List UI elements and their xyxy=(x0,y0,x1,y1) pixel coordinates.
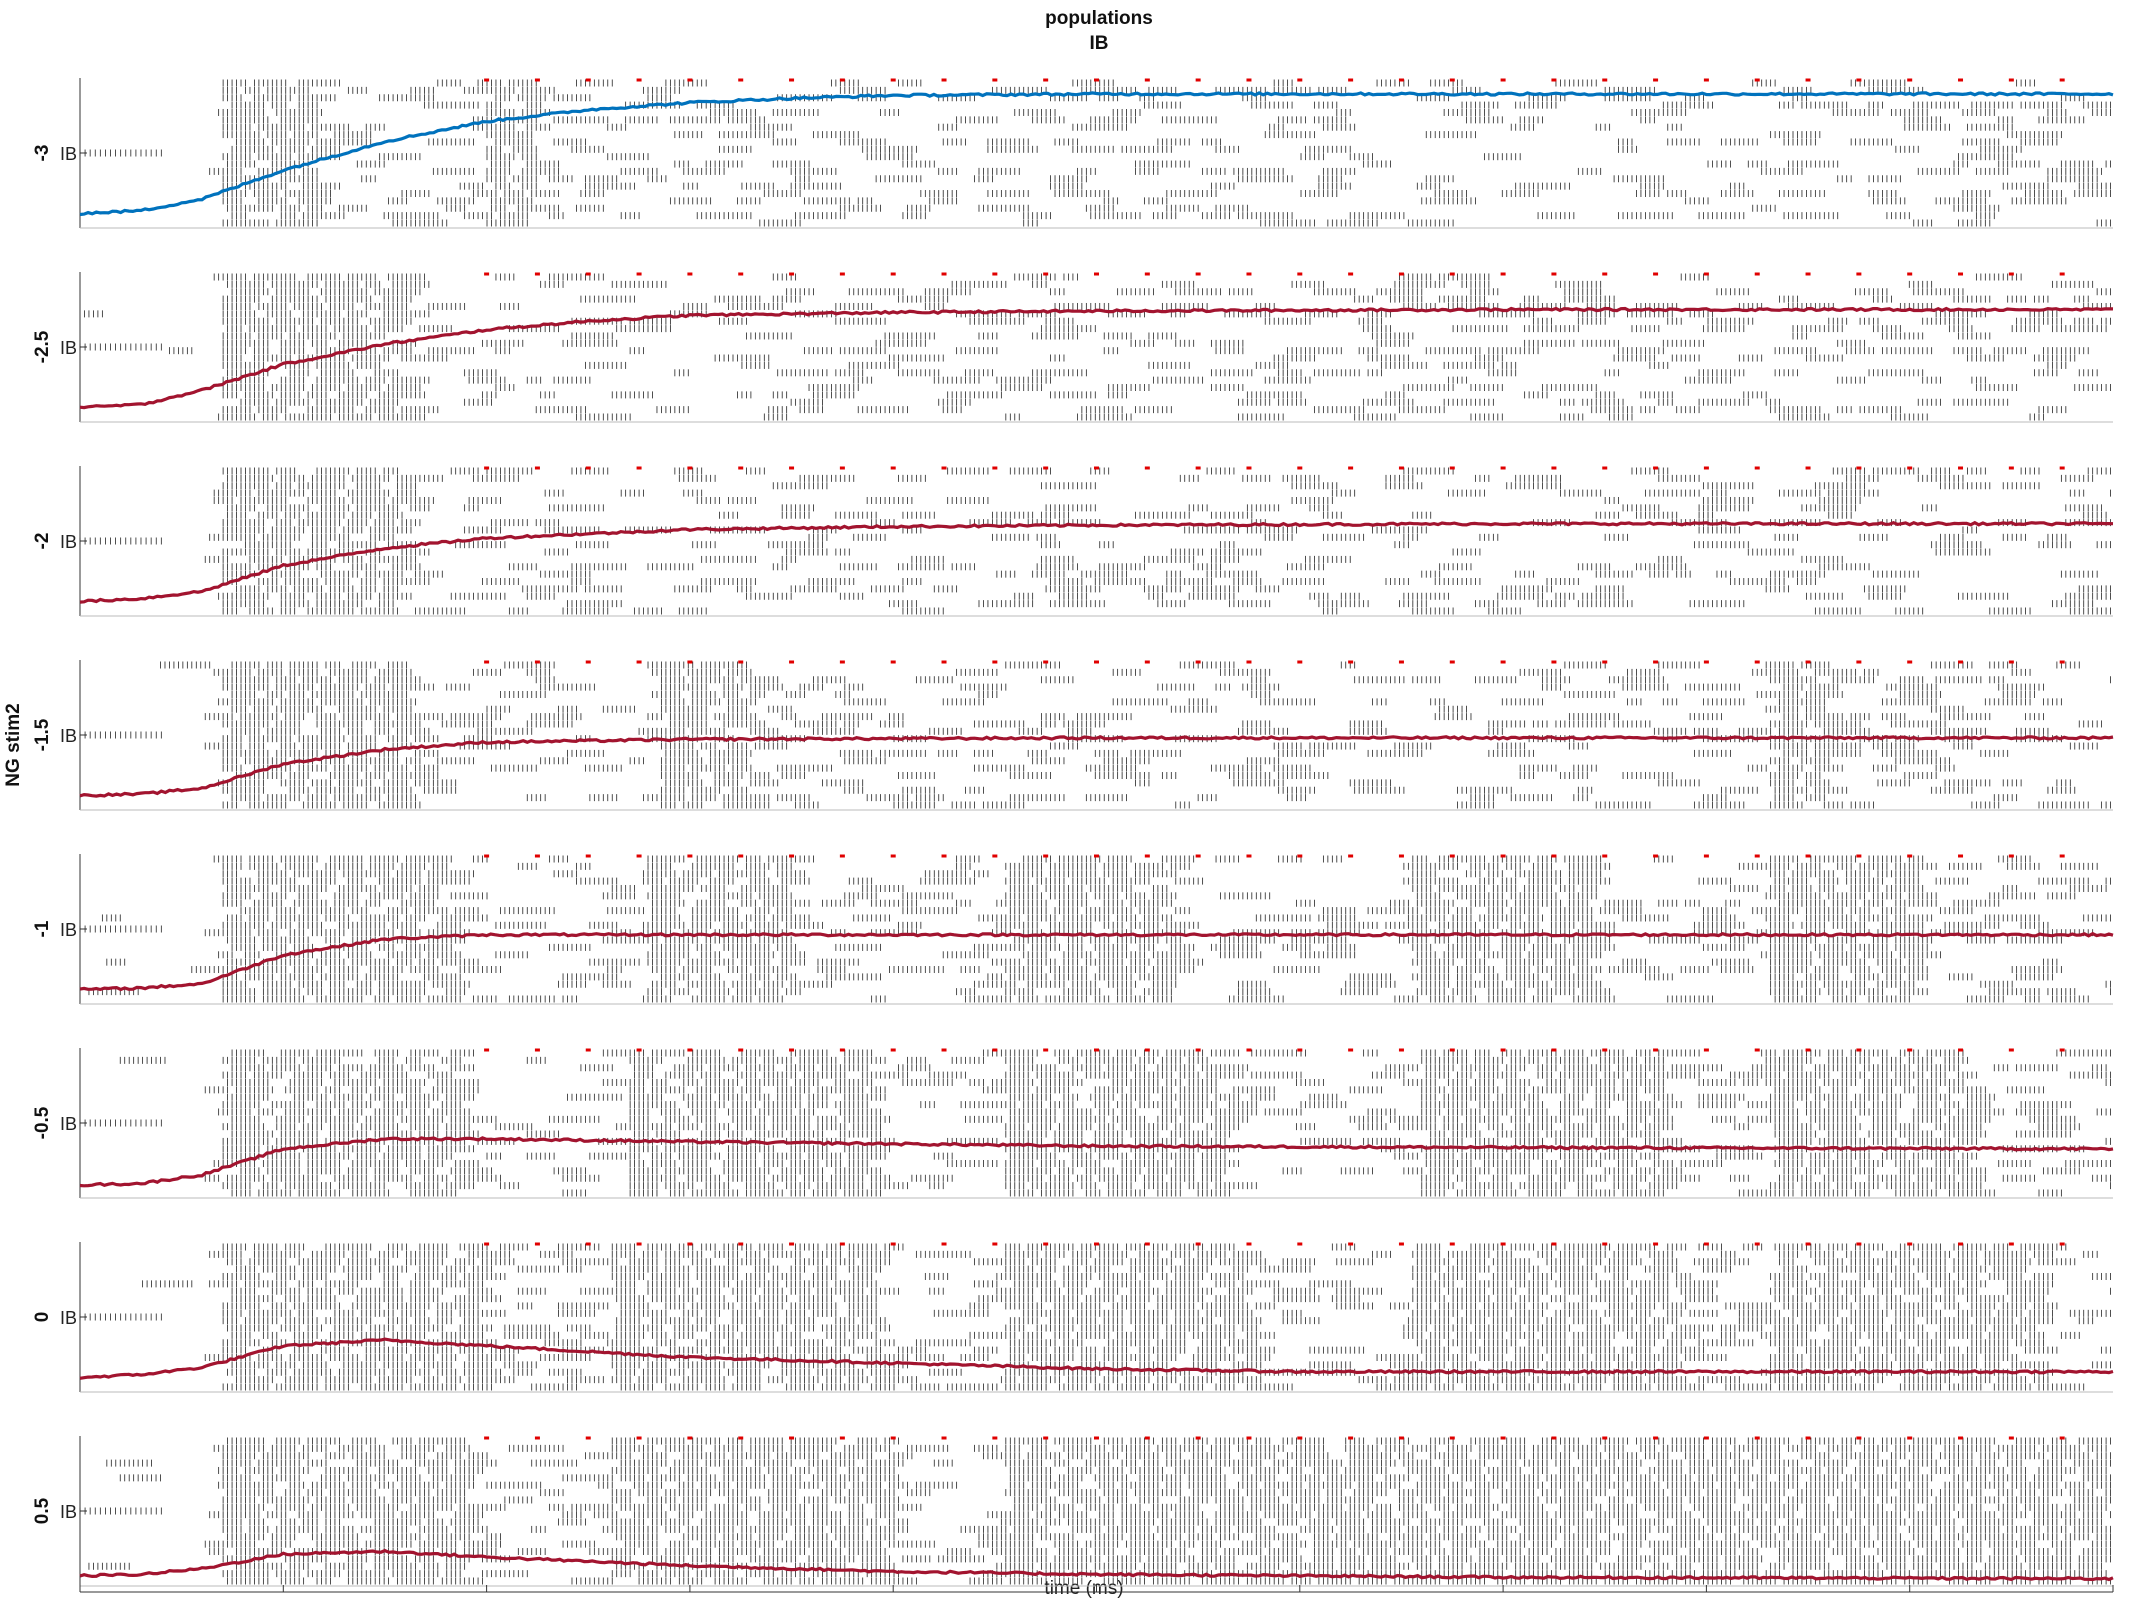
ib-tick-label: IB xyxy=(60,338,77,358)
figure-subtitle: IB xyxy=(1090,33,1109,54)
panel: IB -2.5 xyxy=(32,272,2113,422)
panel-value-label: -2.5 xyxy=(32,330,53,363)
population-trace xyxy=(80,93,2113,215)
ib-tick-label: IB xyxy=(60,144,77,164)
figure-title: populations xyxy=(1045,8,1153,29)
panel: IB -3 xyxy=(32,78,2113,228)
y-axis-label: NG stim2 xyxy=(3,703,24,786)
x-axis-label: time (ms) xyxy=(1044,1578,1123,1599)
panel-value-label: -3 xyxy=(32,145,53,162)
